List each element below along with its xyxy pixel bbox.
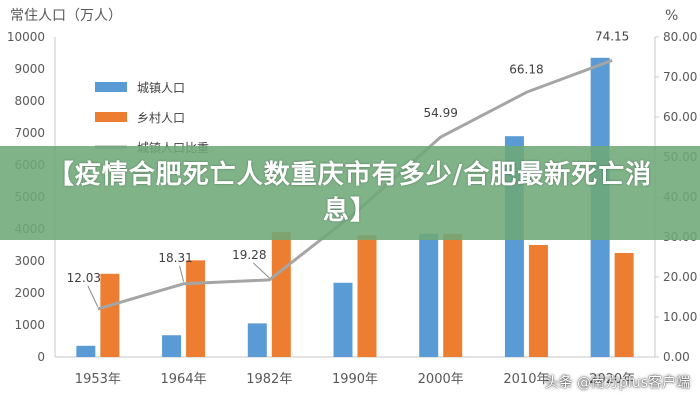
data-label-leader	[87, 285, 99, 308]
right-tick-label: 0.00	[663, 350, 690, 364]
left-tick-label: 8000	[14, 94, 45, 108]
title-banner: 【疫情合肥死亡人数重庆市有多少/合肥最新死亡消息】	[0, 146, 700, 240]
data-label: 74.15	[595, 29, 629, 43]
bar-rural	[528, 245, 548, 357]
bar-rural	[100, 273, 120, 357]
data-label: 12.03	[67, 271, 101, 285]
left-tick-label: 7000	[14, 126, 45, 140]
right-axis-title: %	[665, 8, 678, 24]
data-label: 19.28	[232, 248, 266, 262]
x-tick-label: 2010年	[503, 372, 549, 387]
legend-label: 乡村人口	[137, 111, 185, 125]
bar-urban	[247, 323, 267, 357]
right-tick-label: 10.00	[663, 310, 697, 324]
source-watermark: 头条 @南方plus客户端	[544, 375, 690, 391]
x-tick-label: 1953年	[75, 372, 121, 387]
legend-label: 城镇人口	[137, 81, 185, 95]
bar-rural	[357, 235, 377, 357]
x-tick-label: 1964年	[161, 372, 207, 387]
left-tick-label: 9000	[14, 62, 45, 76]
left-axis-title: 常住人口（万人）	[10, 8, 122, 24]
x-tick-label: 1982年	[246, 372, 292, 387]
left-tick-label: 1000	[14, 318, 45, 332]
data-label: 66.18	[509, 62, 543, 76]
data-label: 54.99	[424, 106, 458, 120]
bar-rural	[271, 232, 291, 357]
data-label-leader	[252, 262, 270, 279]
bar-urban	[76, 345, 96, 357]
legend-swatch	[95, 82, 127, 92]
banner-title: 【疫情合肥死亡人数重庆市有多少/合肥最新死亡消息】	[47, 160, 653, 226]
bar-urban	[162, 335, 182, 357]
data-label: 18.31	[158, 251, 192, 265]
right-tick-label: 60.00	[663, 110, 697, 124]
x-tick-label: 1990年	[332, 372, 378, 387]
left-tick-label: 2000	[14, 286, 45, 300]
right-tick-label: 70.00	[663, 70, 697, 84]
bar-urban	[333, 282, 353, 357]
bar-urban	[419, 233, 439, 357]
left-tick-label: 0	[37, 350, 45, 364]
x-tick-label: 2020年	[589, 372, 635, 387]
data-label-leader	[179, 265, 185, 282]
x-tick-label: 2000年	[418, 372, 464, 387]
left-tick-label: 10000	[7, 30, 45, 44]
legend-swatch	[95, 112, 127, 122]
bar-rural	[186, 260, 206, 357]
bar-rural	[614, 253, 634, 357]
right-tick-label: 80.00	[663, 30, 697, 44]
left-tick-label: 3000	[14, 254, 45, 268]
right-tick-label: 20.00	[663, 270, 697, 284]
bar-rural	[443, 233, 463, 357]
